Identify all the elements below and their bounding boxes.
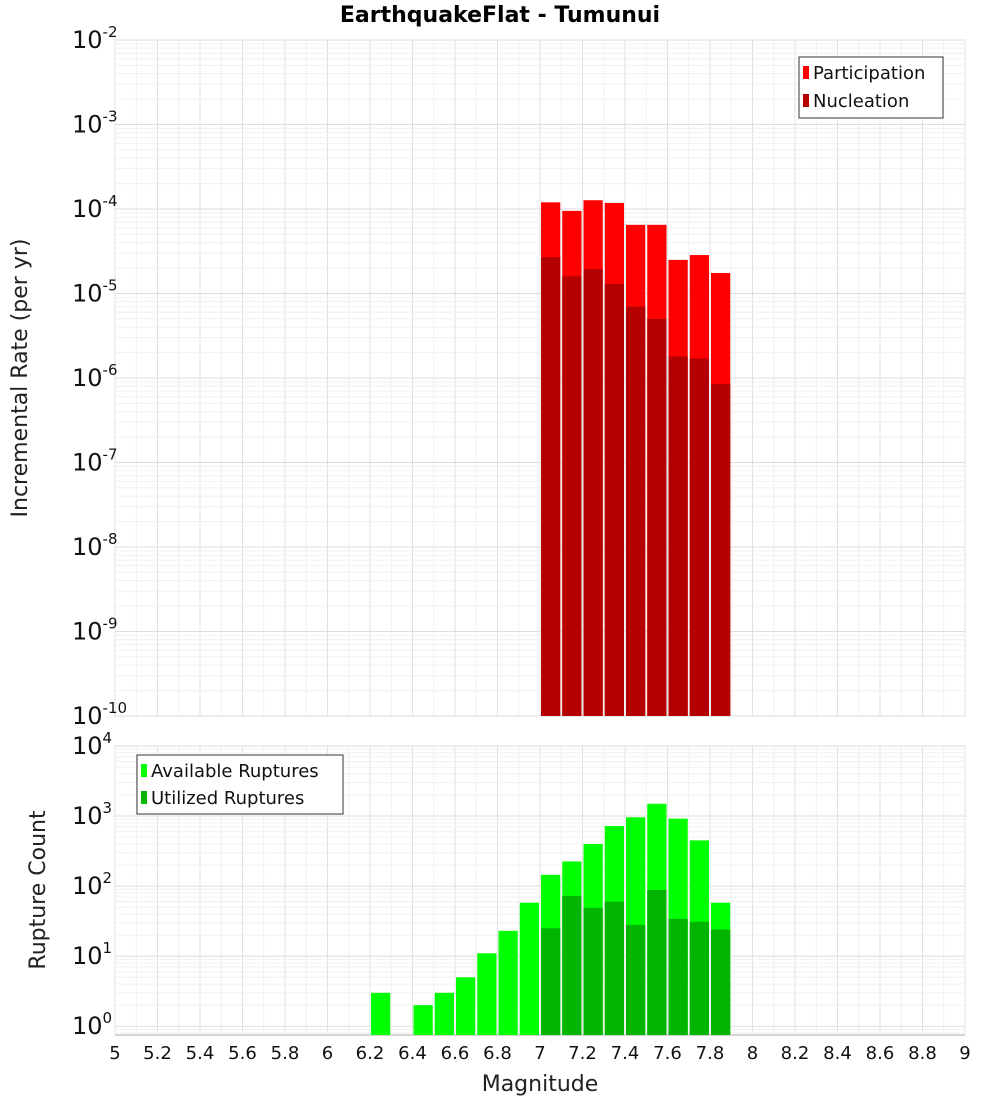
nucleation-bar <box>689 358 709 716</box>
x-tick-label: 8 <box>747 1043 758 1064</box>
chart-title: EarthquakeFlat - Tumunui <box>340 3 660 28</box>
available-ruptures-bar <box>456 977 476 1035</box>
x-tick-label: 7.6 <box>653 1043 682 1064</box>
top-panel: 10-2 10-3 10-4 10-5 10-6 10-7 10-8 10-9 10-10 In… <box>8 23 966 730</box>
y-tick-label: 102 <box>72 869 112 900</box>
x-tick-label: 8.8 <box>908 1043 937 1064</box>
utilized-ruptures-bar <box>604 901 624 1035</box>
x-tick-label: 7.8 <box>696 1043 725 1064</box>
bottom-y-axis-label: Rupture Count <box>26 810 51 970</box>
x-tick-label: 8.6 <box>866 1043 895 1064</box>
available-ruptures-bar <box>371 992 391 1035</box>
x-tick-label: 6.8 <box>483 1043 512 1064</box>
top-legend-box <box>798 56 944 119</box>
utilized-ruptures-bar <box>689 921 709 1035</box>
y-tick-label: 10-10 <box>72 699 127 730</box>
nucleation-bar <box>583 268 603 716</box>
x-tick-label: 6.6 <box>441 1043 470 1064</box>
nucleation-bar <box>604 283 624 716</box>
y-tick-label: 10-5 <box>72 277 118 308</box>
x-tick-label: 8.2 <box>781 1043 810 1064</box>
x-tick-label: 5 <box>109 1043 120 1064</box>
top-y-axis-label: Incremental Rate (per yr) <box>8 239 33 518</box>
available-legend-label: Available Ruptures <box>151 761 319 782</box>
y-tick-label: 10-4 <box>72 192 118 223</box>
x-tick-label: 6.4 <box>398 1043 427 1064</box>
x-tick-label: 7.4 <box>611 1043 640 1064</box>
available-ruptures-bar <box>498 930 518 1035</box>
available-ruptures-bar <box>434 992 454 1035</box>
bottom-legend-box <box>136 754 344 815</box>
utilized-ruptures-bar <box>711 929 731 1035</box>
participation-swatch <box>803 66 809 79</box>
nucleation-bar <box>647 318 667 716</box>
utilized-ruptures-bar <box>562 896 582 1035</box>
top-legend: Participation Nucleation <box>798 56 944 119</box>
bottom-panel: 104 103 102 101 100 5 5.2 5.4 5.6 5.8 6 6.2 6.4 6.6 6… <box>26 729 971 1097</box>
nucleation-legend-label: Nucleation <box>813 91 909 112</box>
y-tick-label: 10-3 <box>72 108 118 139</box>
bottom-bars <box>371 803 731 1035</box>
nucleation-bar <box>562 276 582 716</box>
y-tick-label: 101 <box>72 939 112 970</box>
available-swatch <box>141 764 147 777</box>
available-ruptures-bar <box>477 953 497 1035</box>
x-tick-label: 5.6 <box>228 1043 257 1064</box>
bottom-y-ticks: 104 103 102 101 100 <box>72 729 112 1040</box>
bottom-grid <box>114 745 966 1035</box>
y-tick-label: 10-9 <box>72 615 118 646</box>
available-ruptures-bar <box>413 1005 433 1035</box>
nucleation-bar <box>668 356 688 716</box>
x-tick-label: 5.2 <box>143 1043 172 1064</box>
nucleation-bar <box>626 306 646 716</box>
y-tick-label: 10-2 <box>72 23 118 54</box>
x-axis-label: Magnitude <box>482 1072 599 1097</box>
utilized-swatch <box>141 791 147 804</box>
x-ticks: 5 5.2 5.4 5.6 5.8 6 6.2 6.4 6.6 6.8 7 7.2 7.4 7.6 7.8 8… <box>109 1043 970 1064</box>
top-y-ticks: 10-2 10-3 10-4 10-5 10-6 10-7 10-8 10-9 10-10 <box>72 23 127 730</box>
top-grid <box>114 39 966 717</box>
utilized-ruptures-bar <box>541 928 561 1035</box>
nucleation-swatch <box>803 94 809 107</box>
utilized-ruptures-bar <box>626 924 646 1035</box>
nucleation-bar <box>541 257 561 716</box>
x-tick-label: 7.2 <box>568 1043 597 1064</box>
x-tick-label: 6 <box>322 1043 333 1064</box>
y-tick-label: 100 <box>72 1009 112 1040</box>
utilized-ruptures-bar <box>583 907 603 1035</box>
utilized-ruptures-bar <box>668 918 688 1035</box>
x-tick-label: 6.2 <box>356 1043 385 1064</box>
nucleation-bar <box>711 383 731 716</box>
available-ruptures-bar <box>519 902 539 1035</box>
x-tick-label: 7 <box>534 1043 545 1064</box>
participation-legend-label: Participation <box>813 63 925 84</box>
y-tick-label: 103 <box>72 799 112 830</box>
y-tick-label: 10-8 <box>72 530 118 561</box>
y-tick-label: 10-6 <box>72 361 118 392</box>
y-tick-label: 10-7 <box>72 446 118 477</box>
y-tick-label: 104 <box>72 729 112 760</box>
utilized-legend-label: Utilized Ruptures <box>151 788 304 809</box>
top-bars <box>541 200 731 717</box>
bottom-legend: Available Ruptures Utilized Ruptures <box>136 754 344 815</box>
x-tick-label: 5.8 <box>271 1043 300 1064</box>
x-tick-label: 8.4 <box>823 1043 852 1064</box>
x-tick-label: 5.4 <box>186 1043 215 1064</box>
x-tick-label: 9 <box>959 1043 970 1064</box>
utilized-ruptures-bar <box>647 890 667 1035</box>
